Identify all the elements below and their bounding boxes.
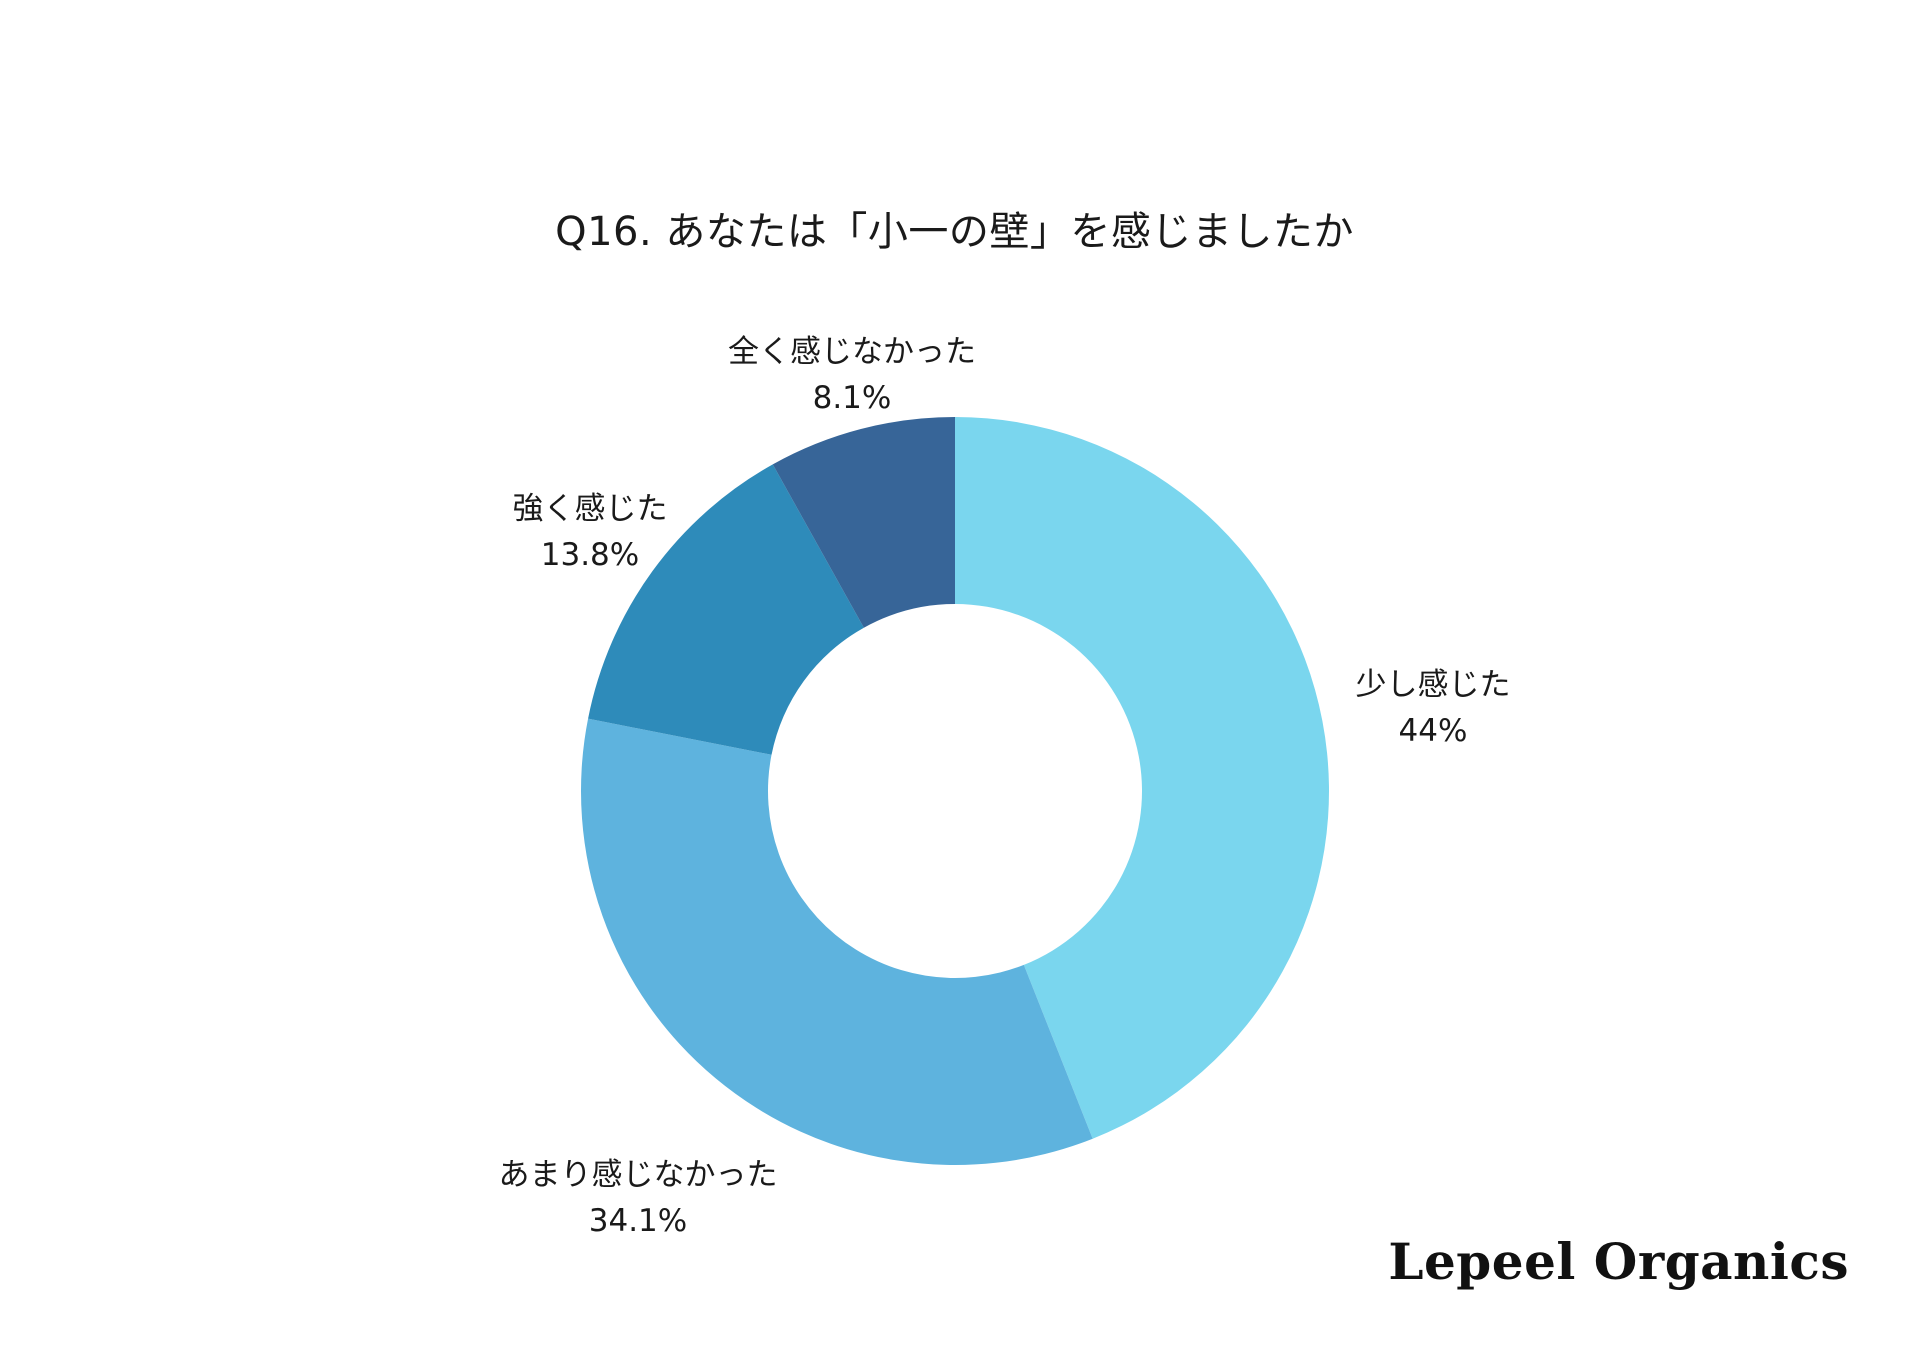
slice-label-name: 全く感じなかった	[728, 334, 976, 370]
slice-label-not-much: あまり感じなかった 34.1%	[499, 1152, 778, 1244]
donut-slice	[772, 417, 955, 628]
donut-slice	[955, 417, 1330, 1139]
slice-label-not-at-all: 全く感じなかった 8.1%	[728, 329, 976, 421]
brand-logo: Lepeel Organics	[1388, 1232, 1849, 1291]
slice-label-slightly: 少し感じた 44%	[1356, 662, 1511, 754]
slice-label-percent: 13.8%	[540, 537, 640, 573]
slice-label-percent: 34.1%	[588, 1203, 688, 1239]
chart-title: Q16. あなたは「小一の壁」を感じましたか	[555, 209, 1354, 255]
slice-label-percent: 8.1%	[812, 380, 892, 416]
slice-label-name: あまり感じなかった	[498, 1157, 778, 1193]
donut-slices	[581, 417, 1330, 1166]
slice-label-strongly: 強く感じた 13.8%	[513, 486, 668, 578]
donut-slice	[581, 718, 1093, 1166]
slice-label-name: 少し感じた	[1355, 667, 1511, 703]
donut-slice	[588, 464, 864, 755]
slice-label-percent: 44%	[1398, 713, 1468, 749]
slice-label-name: 強く感じた	[512, 491, 668, 527]
